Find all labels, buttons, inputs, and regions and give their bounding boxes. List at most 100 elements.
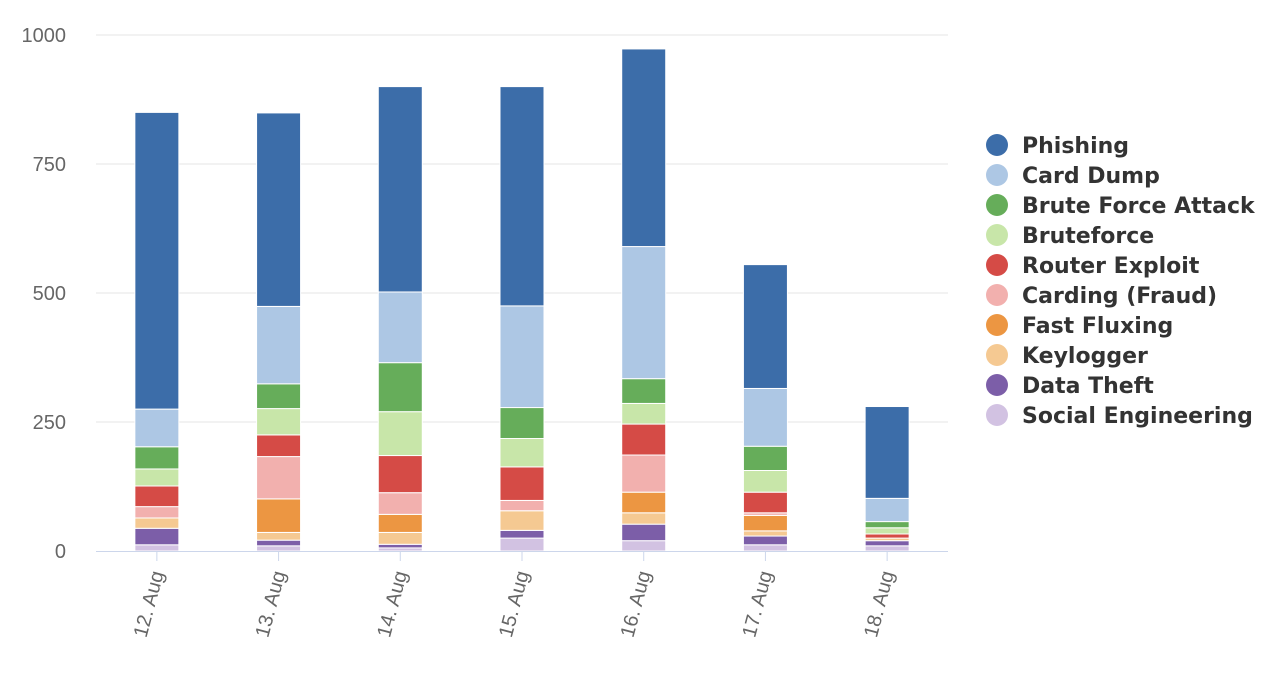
legend: Phishing Card Dump Brute Force Attack Brute…: [986, 134, 1256, 429]
bar-segment[interactable]: [134, 468, 180, 487]
bar-segment[interactable]: [256, 408, 302, 436]
bar-segment[interactable]: [256, 434, 302, 458]
legend-item[interactable]: Social Engineering: [986, 404, 1253, 429]
bar-segment[interactable]: [377, 531, 423, 545]
legend-swatch: [986, 194, 1008, 216]
legend-item[interactable]: Phishing: [986, 134, 1129, 159]
bar-segment[interactable]: [377, 86, 423, 293]
legend-item[interactable]: Carding (Fraud): [986, 284, 1217, 309]
bar-segment[interactable]: [377, 513, 423, 533]
bar-segment[interactable]: [377, 455, 423, 494]
x-tick-label: 16. Aug: [617, 569, 656, 640]
bar-segment[interactable]: [499, 529, 545, 539]
bar-segment[interactable]: [377, 411, 423, 457]
bar-segment[interactable]: [499, 499, 545, 512]
bar-segment[interactable]: [499, 466, 545, 501]
legend-item[interactable]: Keylogger: [986, 344, 1148, 369]
legend-label: Data Theft: [1022, 374, 1154, 399]
bar-segment[interactable]: [742, 514, 788, 532]
bar-segment[interactable]: [256, 456, 302, 500]
bar-segment[interactable]: [742, 445, 788, 472]
y-tick-label: 750: [33, 154, 66, 176]
bar-segment[interactable]: [499, 407, 545, 440]
legend-item[interactable]: Card Dump: [986, 164, 1160, 189]
bar-segment[interactable]: [134, 527, 180, 546]
legend-swatch: [986, 164, 1008, 186]
legend-swatch: [986, 344, 1008, 366]
legend-label: Brute Force Attack: [1022, 194, 1256, 219]
bar-segment[interactable]: [621, 423, 667, 456]
legend-label: Router Exploit: [1022, 254, 1200, 279]
bar-segment[interactable]: [134, 506, 180, 519]
bar-segment[interactable]: [256, 112, 302, 307]
y-tick-label: 500: [33, 283, 66, 305]
y-axis-ticks: 0 250 500 750 1000: [22, 25, 67, 563]
bar-segment[interactable]: [377, 543, 423, 549]
legend-swatch: [986, 134, 1008, 156]
bar-segment[interactable]: [499, 537, 545, 552]
x-tick-label: 15. Aug: [495, 569, 534, 640]
bar-segment[interactable]: [256, 531, 302, 541]
legend-item[interactable]: Data Theft: [986, 374, 1154, 399]
bar-segment[interactable]: [621, 512, 667, 525]
bar-segment[interactable]: [864, 527, 910, 535]
bar-segment[interactable]: [864, 497, 910, 523]
bar-segment[interactable]: [864, 540, 910, 547]
bar-segment[interactable]: [621, 48, 667, 248]
legend-label: Fast Fluxing: [1022, 314, 1173, 339]
bar-segment[interactable]: [134, 111, 180, 410]
y-tick-label: 0: [55, 541, 66, 563]
bar-segment[interactable]: [256, 305, 302, 385]
bar-segment[interactable]: [499, 438, 545, 468]
bar-segment[interactable]: [134, 544, 180, 552]
legend-item[interactable]: Router Exploit: [986, 254, 1200, 279]
bar-segment[interactable]: [742, 264, 788, 389]
bar-segment[interactable]: [499, 510, 545, 531]
bar-segment[interactable]: [621, 523, 667, 542]
bar-segment[interactable]: [621, 454, 667, 493]
bar-segment[interactable]: [864, 545, 910, 552]
bar-segment[interactable]: [499, 86, 545, 307]
legend-label: Social Engineering: [1022, 404, 1253, 429]
bars: [134, 48, 910, 552]
bar-segment[interactable]: [134, 408, 180, 448]
bar-segment[interactable]: [499, 305, 545, 409]
bar-segment[interactable]: [134, 517, 180, 529]
legend-label: Card Dump: [1022, 164, 1160, 189]
bar-segment[interactable]: [134, 485, 180, 508]
bar-segment[interactable]: [742, 535, 788, 546]
bar-segment[interactable]: [864, 533, 910, 539]
bar-segment[interactable]: [134, 446, 180, 470]
legend-swatch: [986, 254, 1008, 276]
bar-segment[interactable]: [256, 539, 302, 547]
bar-segment[interactable]: [621, 378, 667, 404]
bar-segment[interactable]: [621, 540, 667, 552]
legend-swatch: [986, 224, 1008, 246]
bar-segment[interactable]: [864, 406, 910, 499]
y-tick-label: 1000: [22, 25, 67, 47]
legend-label: Phishing: [1022, 134, 1129, 159]
bar-segment[interactable]: [742, 530, 788, 537]
bar-segment[interactable]: [742, 470, 788, 493]
bar-segment[interactable]: [742, 544, 788, 552]
legend-swatch: [986, 314, 1008, 336]
bar-segment[interactable]: [377, 492, 423, 515]
bar-segment[interactable]: [377, 291, 423, 364]
bar-segment[interactable]: [742, 387, 788, 447]
bar-segment[interactable]: [256, 545, 302, 552]
bar-segment[interactable]: [621, 246, 667, 380]
bar-segment[interactable]: [256, 383, 302, 410]
x-tick-label: 12. Aug: [130, 569, 169, 640]
legend-label: Carding (Fraud): [1022, 284, 1217, 309]
bar-segment[interactable]: [742, 491, 788, 514]
legend-item[interactable]: Brute Force Attack: [986, 194, 1256, 219]
bar-segment[interactable]: [256, 498, 302, 533]
legend-item[interactable]: Fast Fluxing: [986, 314, 1173, 339]
bar-segment[interactable]: [377, 362, 423, 413]
bar-segment[interactable]: [621, 491, 667, 514]
legend-item[interactable]: Bruteforce: [986, 224, 1154, 249]
x-tick-label: 14. Aug: [373, 569, 412, 640]
bar-segment[interactable]: [621, 402, 667, 425]
bar-segment[interactable]: [864, 521, 910, 529]
